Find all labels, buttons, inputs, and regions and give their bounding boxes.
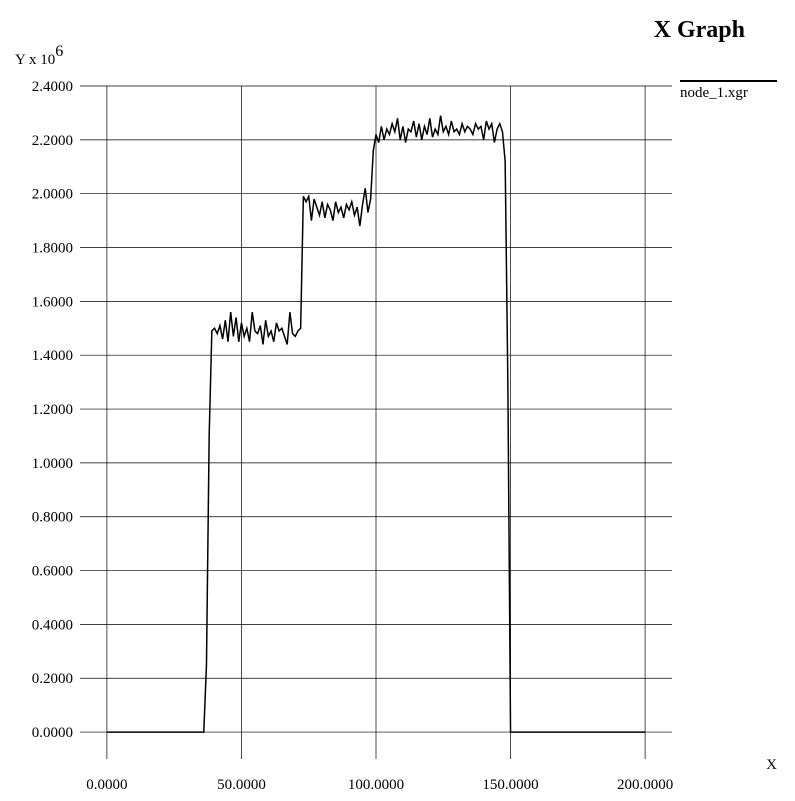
x-tick-label: 100.0000 — [348, 777, 404, 793]
y-tick-label: 1.4000 — [32, 348, 73, 364]
data-line — [106, 115, 646, 733]
y-tick-label: 0.0000 — [32, 725, 73, 741]
y-tick-label: 2.0000 — [32, 187, 73, 203]
x-tick-label: 200.0000 — [617, 777, 673, 793]
y-tick-label: 1.8000 — [32, 241, 73, 257]
legend-label: node_1.xgr — [680, 85, 748, 101]
y-tick-label: 1.2000 — [32, 402, 73, 418]
chart-title: X Graph — [654, 17, 745, 43]
y-tick-label: 0.2000 — [32, 671, 73, 687]
y-tick-label: 0.4000 — [32, 617, 73, 633]
x-tick-label: 50.0000 — [217, 777, 266, 793]
x-axis-label: X — [766, 757, 777, 773]
y-tick-label: 1.0000 — [32, 456, 73, 472]
y-tick-label: 2.2000 — [32, 133, 73, 149]
y-tick-label: 1.6000 — [32, 294, 73, 310]
y-label-exponent: 6 — [55, 43, 63, 60]
y-tick-label: 0.6000 — [32, 564, 73, 580]
y-tick-label: 2.4000 — [32, 79, 73, 95]
y-tick-label: 0.8000 — [32, 510, 73, 526]
y-axis-label: Y x 106 — [15, 43, 63, 68]
x-tick-label: 150.0000 — [482, 777, 538, 793]
x-tick-label: 0.0000 — [86, 777, 127, 793]
y-label-text: Y x 10 — [15, 52, 55, 68]
